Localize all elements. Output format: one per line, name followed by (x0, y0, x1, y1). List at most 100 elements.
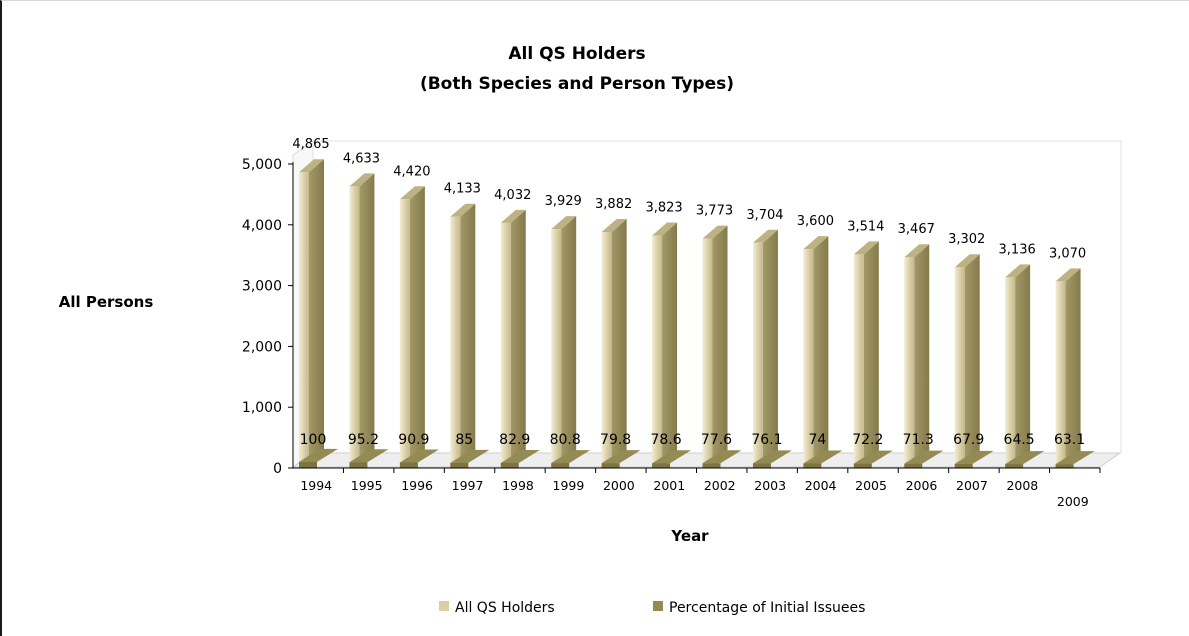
x-tick-label: 2007 (956, 478, 988, 493)
legend-label-all-qs-holders: All QS Holders (455, 600, 555, 616)
bar-percentage-front (1005, 464, 1024, 468)
data-label-percentage: 78.6 (650, 432, 681, 448)
bar-percentage-initial-issuees (803, 450, 843, 464)
bar-side-all-qs-holders (510, 209, 526, 468)
x-tick-label: 2005 (855, 478, 887, 493)
bar-side-all-qs-holders (964, 254, 980, 468)
x-tick-label: 2002 (704, 478, 736, 493)
bar-side-all-qs-holders (359, 173, 375, 468)
bar-percentage-initial-issuees (399, 449, 439, 463)
x-axis-label: Year (670, 527, 709, 545)
data-label-percentage: 79.8 (600, 432, 631, 448)
bar-side-all-qs-holders (762, 229, 778, 468)
bar-top-all-qs-holders (702, 225, 728, 239)
bar-all-qs-holders (349, 186, 360, 468)
bar-percentage-initial-issuees (1055, 451, 1095, 465)
y-tick-label: 3,000 (242, 279, 282, 295)
bar-top-all-qs-holders (752, 229, 778, 243)
bar-percentage-initial-issuees (450, 449, 490, 463)
bar-top-all-qs-holders (450, 203, 476, 217)
bar-percentage-front (601, 463, 620, 468)
bar-percentage-front (954, 463, 973, 468)
bar-top-all-qs-holders (601, 218, 627, 232)
legend-swatch-all-qs-holders (439, 601, 449, 611)
bar-top-all-qs-holders (904, 244, 930, 258)
x-tick-label: 2000 (603, 478, 635, 493)
bar-percentage-front (904, 463, 923, 468)
data-label-percentage: 74 (808, 432, 826, 448)
bar-percentage-initial-issuees (349, 449, 389, 463)
bar-percentage-front (1055, 464, 1074, 468)
bar-all-qs-holders (1055, 281, 1066, 468)
x-tick-label: 1996 (401, 478, 433, 493)
bar-top-all-qs-holders (1055, 268, 1081, 282)
data-label-all-qs-holders: 3,882 (595, 197, 632, 212)
bar-side-all-qs-holders (309, 159, 324, 468)
data-label-all-qs-holders: 3,070 (1049, 246, 1086, 261)
legend: All QS Holders Percentage of Initial Iss… (439, 600, 865, 616)
bar-top-all-qs-holders (349, 173, 375, 187)
bar-side-all-qs-holders (1015, 264, 1031, 468)
data-label-all-qs-holders: 4,133 (444, 182, 481, 197)
y-tick-label: 2,000 (242, 339, 282, 355)
bar-all-qs-holders (652, 235, 663, 468)
bar-side-all-qs-holders (561, 216, 577, 468)
x-tick-label: 1995 (351, 478, 383, 493)
data-label-all-qs-holders: 3,773 (696, 204, 733, 219)
data-label-all-qs-holders: 3,302 (948, 232, 985, 247)
bar-all-qs-holders (601, 231, 612, 468)
bar-all-qs-holders (500, 222, 511, 468)
data-label-percentage: 63.1 (1054, 432, 1085, 448)
bar-percentage-front (752, 463, 771, 468)
bar-side-all-qs-holders (460, 203, 476, 468)
bar-percentage-initial-issuees (752, 450, 792, 464)
data-label-all-qs-holders: 4,032 (494, 188, 531, 203)
bar-all-qs-holders (954, 267, 965, 468)
bar-percentage-front (652, 463, 671, 468)
x-tick-label: 1998 (502, 478, 534, 493)
data-label-percentage: 80.8 (550, 432, 581, 448)
y-tick-label: 1,000 (242, 400, 282, 416)
bar-all-qs-holders (853, 254, 864, 468)
y-axis-label: All Persons (59, 293, 154, 311)
bar-side-all-qs-holders (914, 244, 930, 468)
bar-percentage-front (551, 463, 570, 468)
data-label-all-qs-holders: 3,704 (746, 208, 783, 223)
data-label-all-qs-holders: 3,514 (847, 219, 884, 234)
bar-percentage-front (853, 463, 872, 468)
bar-all-qs-holders (904, 257, 915, 468)
bar-top-all-qs-holders (500, 209, 526, 223)
bar-percentage-initial-issuees (601, 450, 641, 464)
y-tick-label: 4,000 (242, 218, 282, 234)
bar-all-qs-holders (450, 216, 461, 468)
bar-percentage-initial-issuees (702, 450, 742, 464)
bar-all-qs-holders (299, 172, 309, 468)
bar-side-all-qs-holders (712, 225, 728, 468)
data-label-percentage: 95.2 (348, 432, 379, 448)
bar-percentage-initial-issuees (500, 449, 540, 463)
data-label-percentage: 100 (300, 432, 327, 448)
bar-percentage-initial-issuees (551, 450, 591, 464)
x-tick-label: 2001 (653, 478, 685, 493)
data-label-percentage: 85 (455, 432, 473, 448)
data-label-all-qs-holders: 3,600 (797, 214, 834, 229)
data-label-percentage: 64.5 (1004, 432, 1035, 448)
bar-all-qs-holders (752, 242, 763, 468)
data-label-all-qs-holders: 4,865 (292, 137, 329, 152)
data-label-all-qs-holders: 3,929 (545, 194, 582, 209)
bar-side-all-qs-holders (409, 186, 425, 468)
data-label-all-qs-holders: 3,823 (645, 201, 682, 216)
bar-percentage-front (450, 462, 469, 468)
x-tick-label: 2009 (1057, 494, 1089, 509)
bar-top-all-qs-holders (399, 186, 425, 200)
data-label-percentage: 82.9 (499, 432, 530, 448)
y-tick-label: 0 (273, 461, 282, 477)
data-label-percentage: 72.2 (852, 432, 883, 448)
bar-percentage-initial-issuees (299, 448, 338, 462)
data-label-percentage: 90.9 (398, 432, 429, 448)
bar-side-all-qs-holders (611, 218, 627, 468)
bar-top-all-qs-holders (652, 222, 678, 236)
bar-top-all-qs-holders (803, 236, 829, 250)
